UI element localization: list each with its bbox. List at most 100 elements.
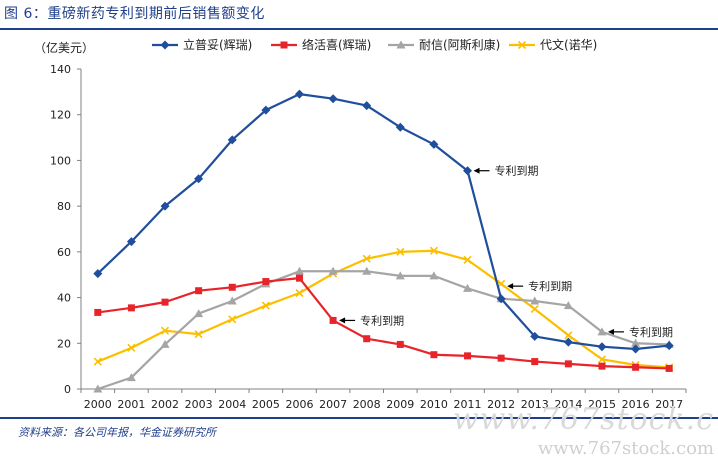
data-point xyxy=(93,269,103,279)
data-point xyxy=(261,301,270,310)
y-tick-label: 0 xyxy=(64,383,71,396)
x-tick-label: 2007 xyxy=(319,398,347,411)
x-tick-label: 2017 xyxy=(655,398,683,411)
series-line xyxy=(97,270,670,391)
data-point xyxy=(429,139,439,149)
watermark-large: www.767stock.c xyxy=(452,402,714,437)
data-point xyxy=(262,278,270,286)
data-point xyxy=(194,309,204,318)
x-tick-label: 2014 xyxy=(554,398,582,411)
data-point xyxy=(160,326,170,335)
data-point xyxy=(530,331,540,341)
data-point xyxy=(127,304,135,312)
data-point xyxy=(463,166,473,176)
data-point xyxy=(126,373,136,382)
x-tick-label: 2002 xyxy=(151,398,179,411)
data-point xyxy=(531,358,539,366)
data-point xyxy=(194,174,204,184)
footer-divider xyxy=(0,417,718,419)
data-point xyxy=(463,283,473,292)
source-note: 资料来源：各公司年报，华金证券研究所 xyxy=(18,426,216,439)
data-point xyxy=(329,316,337,324)
x-tick-label: 2013 xyxy=(521,398,549,411)
data-point xyxy=(328,266,338,275)
data-point xyxy=(228,315,237,324)
data-point xyxy=(93,384,103,393)
x-tick-label: 2006 xyxy=(285,398,313,411)
data-point xyxy=(294,89,304,99)
annotation-arrowhead xyxy=(473,167,480,174)
legend-marker xyxy=(396,40,406,49)
series-line xyxy=(97,277,670,370)
y-tick-label: 140 xyxy=(50,63,71,76)
data-point xyxy=(228,283,236,291)
data-point xyxy=(227,296,237,305)
data-point xyxy=(631,338,641,347)
data-point xyxy=(160,339,170,348)
data-point xyxy=(430,351,438,359)
x-tick-label: 2003 xyxy=(185,398,213,411)
annotation-label: 专利到期 xyxy=(360,313,404,327)
data-point xyxy=(328,94,338,104)
data-point xyxy=(94,308,102,316)
legend-marker xyxy=(517,40,527,50)
data-point xyxy=(496,294,506,304)
data-point xyxy=(194,330,203,339)
data-point xyxy=(631,344,641,354)
data-point xyxy=(295,288,304,298)
annotation-arrowhead xyxy=(507,283,514,290)
data-point xyxy=(564,360,572,368)
annotation-arrowhead xyxy=(339,317,346,324)
x-tick-label: 2005 xyxy=(252,398,280,411)
x-tick-label: 2000 xyxy=(84,398,112,411)
legend-label: 络活喜(辉瑞) xyxy=(302,37,371,52)
legend-label: 耐信(阿斯利康) xyxy=(419,37,500,52)
data-point xyxy=(227,135,237,145)
data-point xyxy=(295,274,303,282)
data-point xyxy=(362,266,372,275)
data-point xyxy=(664,341,674,351)
x-tick-label: 2001 xyxy=(117,398,145,411)
series-line xyxy=(97,249,670,369)
data-point xyxy=(597,355,607,364)
data-point xyxy=(632,363,640,371)
y-tick-label: 60 xyxy=(57,246,71,259)
data-point xyxy=(396,340,404,348)
legend-marker xyxy=(280,41,288,49)
annotation-arrowhead xyxy=(607,328,614,335)
data-point xyxy=(429,246,438,255)
title-divider xyxy=(0,28,718,30)
data-point xyxy=(564,331,573,340)
x-tick-label: 2015 xyxy=(588,398,616,411)
data-point xyxy=(597,327,607,336)
data-point xyxy=(127,343,136,352)
annotation-label: 专利到期 xyxy=(495,164,539,178)
data-point xyxy=(464,352,472,360)
data-point xyxy=(597,342,607,352)
legend-label: 代文(诺华) xyxy=(540,37,597,52)
data-point xyxy=(362,101,372,111)
data-point xyxy=(195,287,203,295)
data-point xyxy=(126,237,136,247)
data-point xyxy=(161,298,169,306)
x-tick-label: 2016 xyxy=(622,398,650,411)
data-point xyxy=(396,247,405,256)
data-point xyxy=(261,105,271,115)
data-point xyxy=(463,255,472,264)
data-point xyxy=(530,304,539,314)
data-point xyxy=(363,335,371,343)
y-unit-label: （亿美元） xyxy=(34,40,94,55)
series-line xyxy=(97,93,670,351)
data-point xyxy=(362,254,371,263)
x-tick-label: 2009 xyxy=(386,398,414,411)
y-tick-label: 20 xyxy=(57,337,71,350)
data-point xyxy=(294,266,304,275)
legend-label: 立普妥(辉瑞) xyxy=(183,37,252,52)
y-tick-label: 100 xyxy=(50,154,71,167)
annotation-label: 专利到期 xyxy=(528,279,572,293)
data-point xyxy=(395,271,405,280)
x-tick-label: 2008 xyxy=(353,398,381,411)
data-point xyxy=(93,357,102,366)
x-tick-label: 2011 xyxy=(454,398,482,411)
legend-marker xyxy=(160,40,170,50)
